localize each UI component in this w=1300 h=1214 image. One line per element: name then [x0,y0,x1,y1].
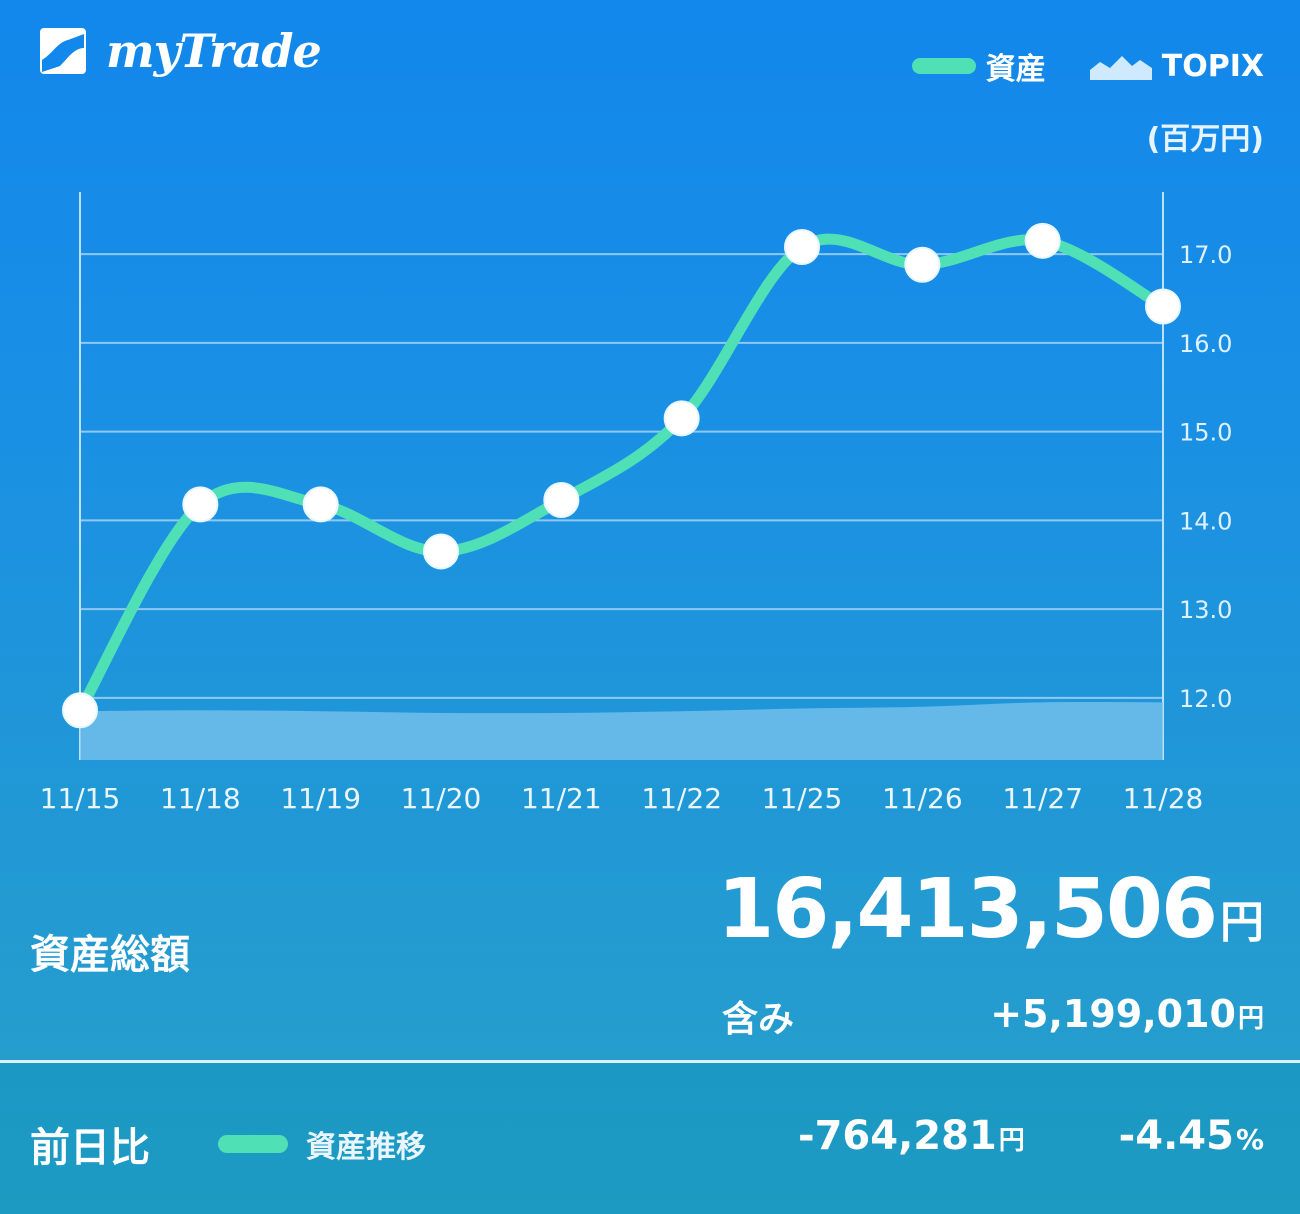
x-tick-label: 11/18 [160,782,241,815]
y-tick-labels: 12.0 13.0 14.0 15.0 16.0 17.0 [1179,241,1232,713]
legend-item-assets[interactable]: 資産 [911,44,1046,88]
day-change-amount: -764,281 円 [798,1113,1025,1159]
asset-data-point[interactable] [182,486,219,523]
day-change-number: -764,281 [798,1113,997,1159]
x-tick-label: 11/25 [762,782,843,815]
unrealized-gain-unit: 円 [1237,1004,1264,1034]
asset-data-point[interactable] [423,533,459,570]
y-tick-label: 16.0 [1179,330,1232,358]
x-tick-label: 11/19 [280,782,361,815]
total-assets-number: 16,413,506 [717,862,1218,957]
legend-item-topix[interactable]: TOPIX [1046,49,1264,84]
chart-legend: 資産 TOPIX [911,44,1264,88]
unrealized-gain-number: +5,199,010 [990,992,1236,1036]
legend-assets-label: 資産 [985,52,1046,87]
chart-unit-label: (百万円) [1146,122,1264,157]
y-tick-label: 12.0 [1179,685,1232,713]
total-assets-value: 16,413,506 円 [717,862,1264,957]
x-tick-label: 11/15 [40,782,121,815]
x-tick-label: 11/28 [1123,782,1204,815]
asset-trend-swatch-icon [218,1135,288,1153]
x-tick-label: 11/27 [1002,782,1083,815]
asset-data-point[interactable] [784,229,820,266]
assets-line-swatch-icon [911,58,976,74]
legend-topix-label: TOPIX [1161,48,1264,84]
x-tick-label: 11/20 [401,782,482,815]
y-tick-label: 17.0 [1179,241,1232,269]
unrealized-gain-label: 含み [722,999,795,1040]
asset-data-point[interactable] [1145,288,1181,325]
asset-data-point[interactable] [1024,222,1061,259]
topix-area [80,701,1163,760]
app-name: myTrade [106,24,322,78]
day-change-percent-number: -4.45 [1118,1113,1234,1159]
x-tick-label: 11/26 [882,782,963,815]
asset-data-point[interactable] [543,481,580,518]
mytrade-logo-icon [40,28,86,74]
topix-area-swatch-icon [1089,56,1152,80]
asset-data-point[interactable] [62,692,98,729]
footer-legend[interactable]: 資産推移 [218,1122,426,1166]
y-tick-label: 15.0 [1179,419,1232,447]
divider [0,1060,1300,1063]
asset-data-point[interactable] [302,486,339,523]
day-change-percent: -4.45 % [1119,1113,1264,1159]
asset-data-point[interactable] [904,246,941,283]
day-change-unit: 円 [998,1126,1025,1156]
total-assets-title: 資産総額 [30,932,190,978]
day-change-percent-unit: % [1235,1123,1264,1156]
x-tick-label: 11/21 [521,782,602,815]
asset-trend-label: 資産推移 [306,1130,426,1165]
app-logo[interactable]: myTrade [38,24,322,78]
day-change-title: 前日比 [30,1125,150,1171]
header: myTrade 資産 TOPIX (百万円) [0,0,1300,180]
asset-points [62,222,1181,729]
x-tick-labels: 11/15 11/18 11/19 11/20 11/21 11/22 11/25 11/26… [40,782,1204,815]
asset-chart: 12.0 13.0 14.0 15.0 16.0 17.0 11/15 11/18 11/19… [40,192,1232,815]
y-tick-label: 13.0 [1179,596,1232,624]
footer-panel [0,1063,1300,1214]
total-assets-unit: 円 [1220,897,1264,948]
x-tick-label: 11/22 [641,782,722,815]
asset-data-point[interactable] [663,400,700,437]
y-tick-label: 14.0 [1179,507,1232,535]
asset-series-line [74,233,1169,716]
grid-lines [80,253,1163,699]
unrealized-gain-value: +5,199,010 円 [990,992,1264,1036]
